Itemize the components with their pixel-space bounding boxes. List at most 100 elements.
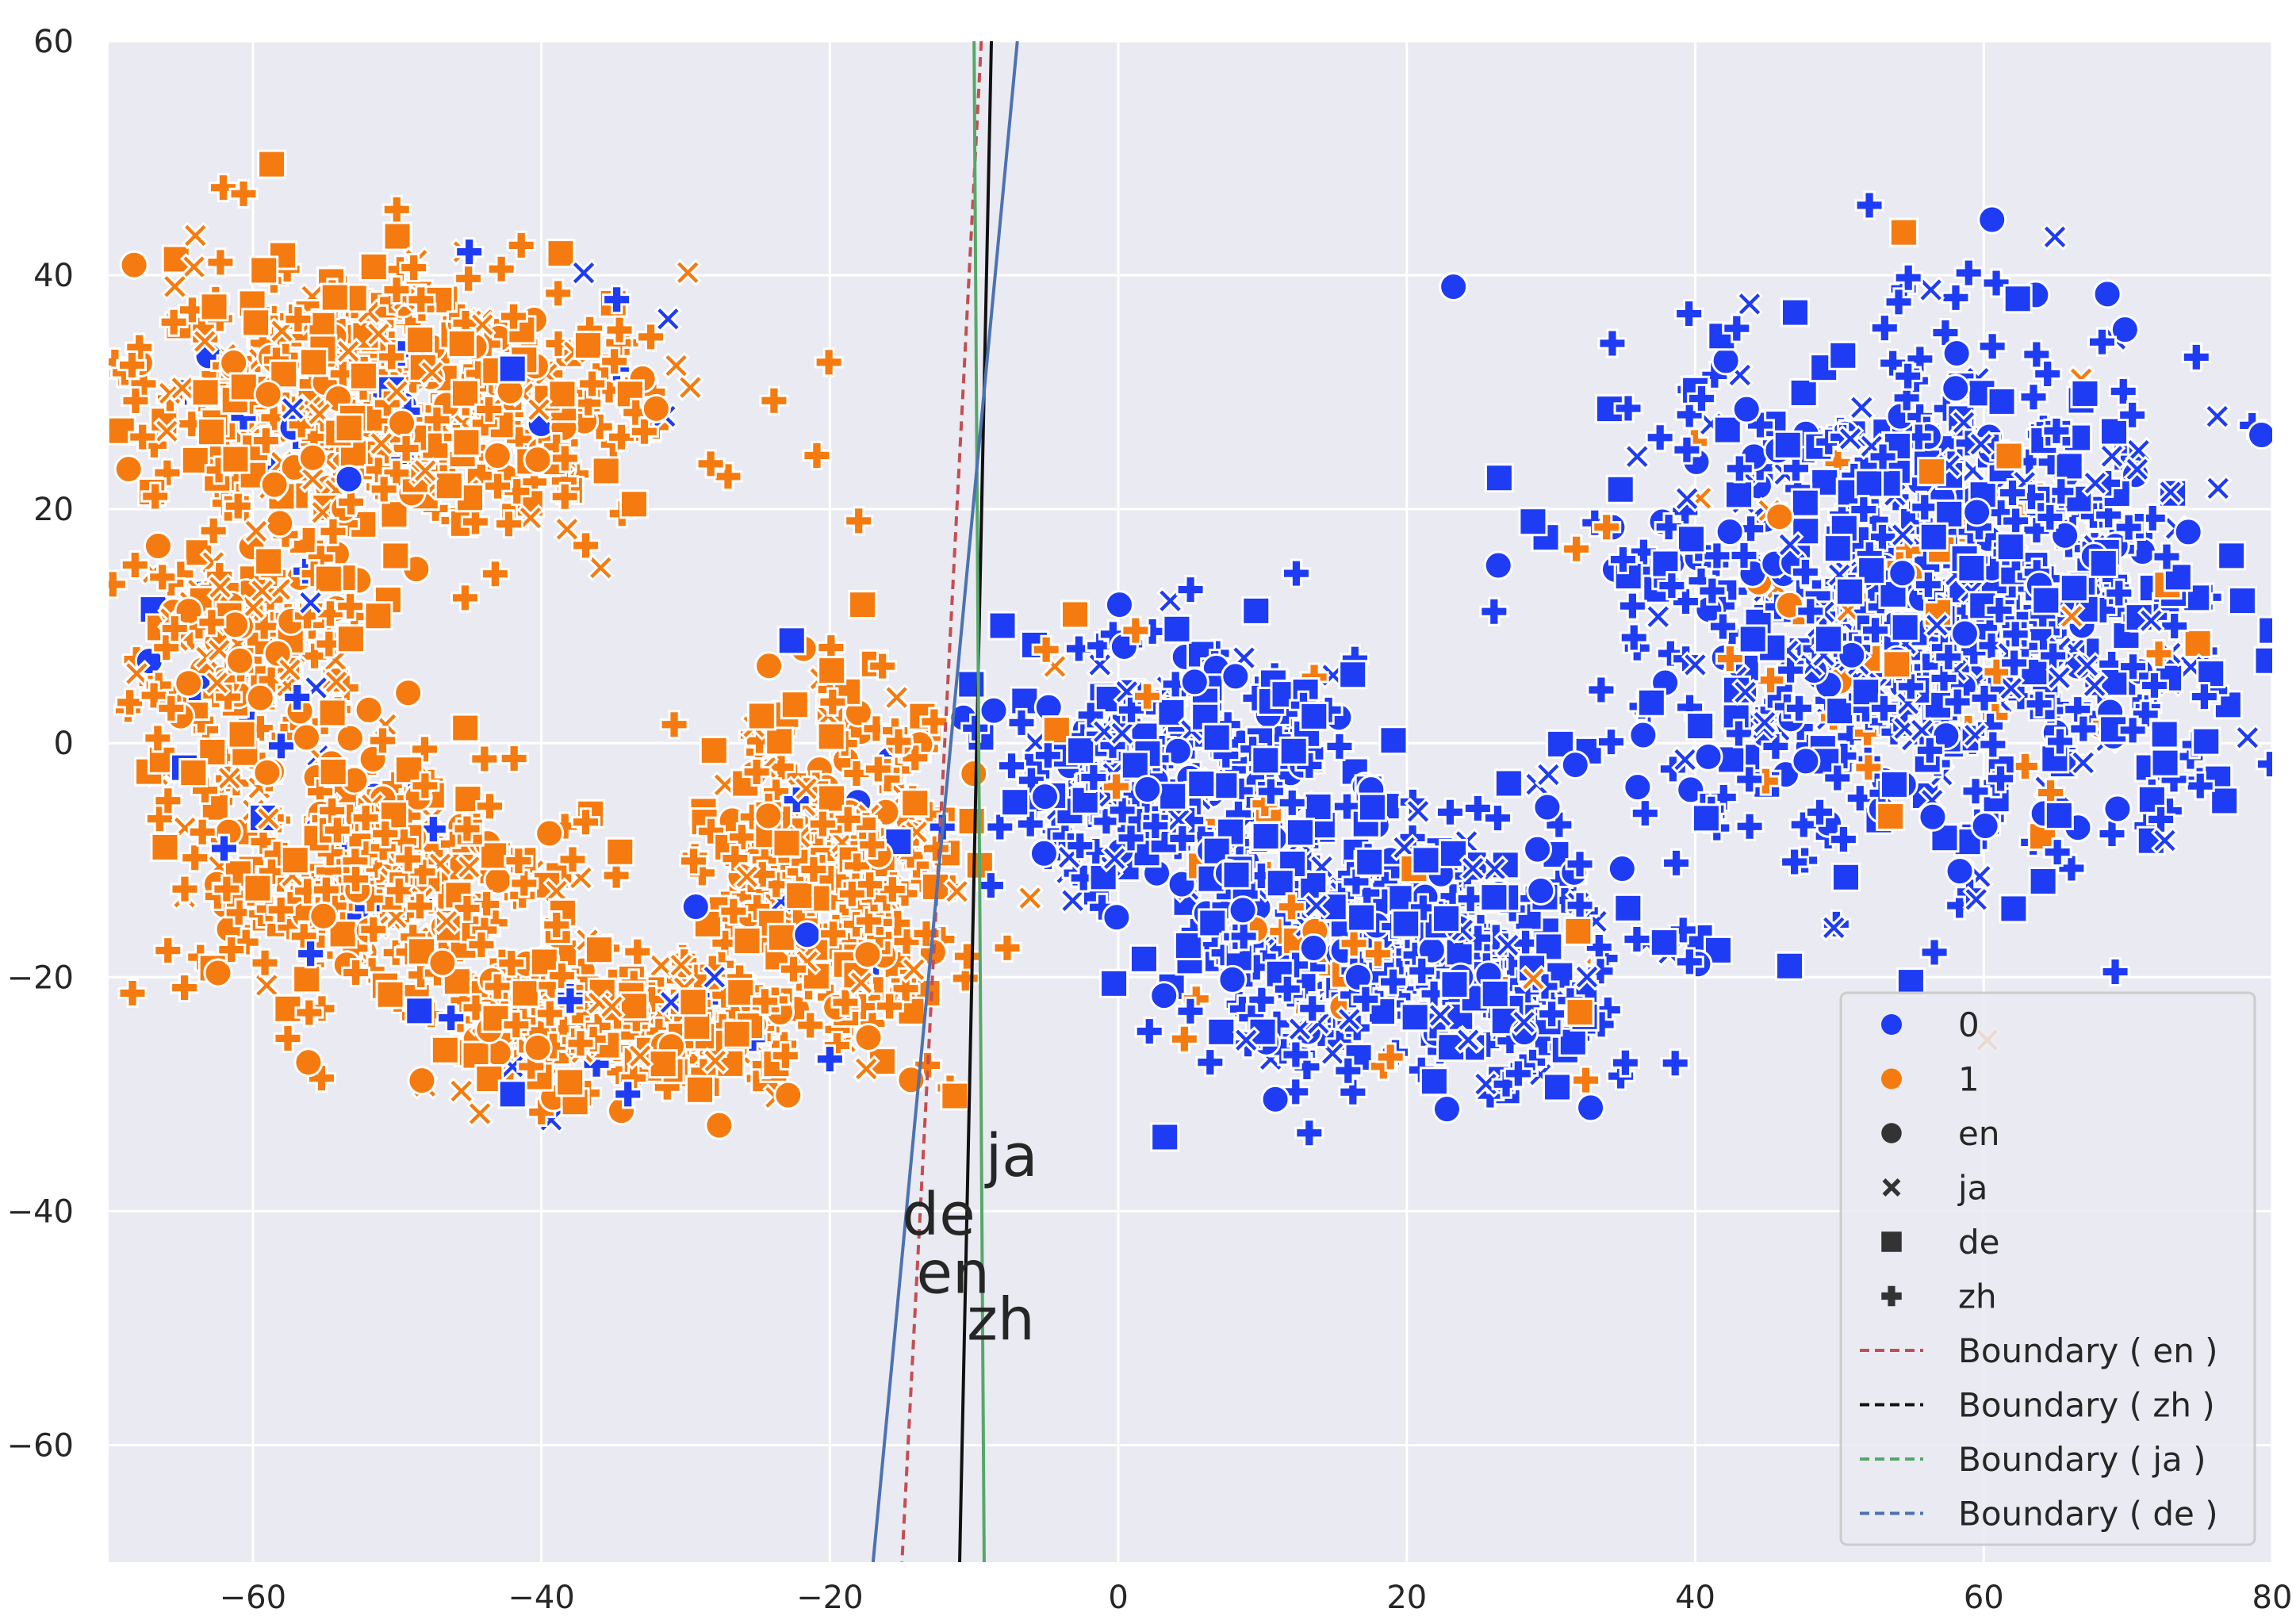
marker-de xyxy=(940,1081,970,1111)
marker-de xyxy=(1378,726,1409,756)
marker-ja xyxy=(2156,478,2185,507)
marker-zh xyxy=(498,301,528,331)
marker-de xyxy=(2191,726,2221,756)
marker-zh xyxy=(719,896,749,926)
marker-zh xyxy=(156,693,186,723)
legend-marker-circle xyxy=(1881,1123,1902,1143)
marker-zh xyxy=(1853,753,1884,783)
marker-en xyxy=(641,393,671,423)
marker-de xyxy=(1773,430,1803,460)
marker-zh xyxy=(565,1028,596,1059)
marker-ja xyxy=(382,377,411,406)
marker-ja xyxy=(1671,745,1700,774)
marker-zh xyxy=(143,723,173,753)
marker-zh xyxy=(286,410,316,440)
marker-ja xyxy=(1100,844,1129,873)
marker-de xyxy=(619,489,649,519)
marker-de xyxy=(699,735,729,765)
marker-ja xyxy=(367,429,396,458)
marker-en xyxy=(387,408,417,439)
marker-zh xyxy=(913,1050,943,1080)
marker-zh xyxy=(1869,693,1899,723)
marker-zh xyxy=(853,906,884,936)
marker-zh xyxy=(863,754,893,784)
marker-zh xyxy=(1780,454,1811,484)
marker-de xyxy=(2003,284,2033,314)
marker-zh xyxy=(474,394,504,424)
marker-en xyxy=(959,759,989,789)
marker-zh xyxy=(470,744,500,774)
marker-zh xyxy=(2139,670,2169,700)
marker-zh xyxy=(159,614,190,644)
marker-zh xyxy=(381,458,412,488)
marker-ja xyxy=(2041,223,2069,251)
marker-en xyxy=(1949,619,1980,649)
marker-de xyxy=(178,757,209,787)
marker-zh xyxy=(1068,863,1098,893)
marker-de xyxy=(267,240,297,270)
marker-de xyxy=(1917,457,1947,487)
marker-zh xyxy=(1672,435,1702,465)
marker-zh xyxy=(128,422,158,452)
marker-zh xyxy=(679,846,709,876)
y-tick-label: 40 xyxy=(33,258,74,294)
marker-zh xyxy=(208,173,238,203)
marker-zh xyxy=(483,471,513,501)
marker-de xyxy=(1411,845,1441,875)
marker-zh xyxy=(1780,847,1810,877)
marker-de xyxy=(681,1011,711,1041)
marker-zh xyxy=(1998,478,2028,508)
marker-zh xyxy=(726,822,757,852)
marker-zh xyxy=(2114,512,2144,542)
marker-en xyxy=(393,678,424,708)
marker-en xyxy=(773,1080,803,1110)
marker-de xyxy=(510,979,540,1009)
marker-de xyxy=(1156,697,1186,727)
marker-zh xyxy=(493,509,523,539)
marker-zh xyxy=(504,846,534,876)
marker-zh xyxy=(212,874,242,904)
marker-zh xyxy=(1884,287,1914,317)
marker-zh xyxy=(1419,979,1449,1009)
marker-ja xyxy=(847,969,876,997)
marker-zh xyxy=(213,682,243,712)
marker-de xyxy=(1355,847,1385,877)
marker-zh xyxy=(1333,1055,1363,1086)
marker-zh xyxy=(1734,811,1765,841)
marker-zh xyxy=(399,252,429,282)
marker-ja xyxy=(1335,1005,1363,1034)
marker-zh xyxy=(170,973,200,1003)
marker-zh xyxy=(1537,999,1567,1029)
marker-de xyxy=(451,427,481,458)
marker-de xyxy=(1613,561,1643,592)
marker-ja xyxy=(525,396,554,423)
marker-de xyxy=(1493,768,1524,799)
marker-ja xyxy=(1888,521,1917,550)
marker-zh xyxy=(604,315,634,345)
marker-zh xyxy=(884,726,914,756)
marker-zh xyxy=(1729,541,1759,571)
marker-zh xyxy=(2042,837,2072,867)
marker-zh xyxy=(358,914,389,944)
marker-ja xyxy=(447,1077,476,1105)
marker-en xyxy=(1343,962,1373,992)
legend-label: Boundary ( ja ) xyxy=(1958,1440,2206,1479)
marker-zh xyxy=(1790,557,1820,587)
marker-ja xyxy=(2233,723,2262,752)
marker-de xyxy=(375,979,405,1009)
marker-zh xyxy=(2045,726,2076,756)
marker-de xyxy=(1202,836,1232,866)
marker-zh xyxy=(273,1024,303,1053)
marker-zh xyxy=(1107,795,1137,825)
marker-de xyxy=(1738,624,1768,654)
marker-de xyxy=(772,828,802,858)
marker-ja xyxy=(733,863,761,891)
marker-zh xyxy=(636,322,666,352)
marker-en xyxy=(535,818,565,848)
marker-de xyxy=(591,456,621,486)
marker-en xyxy=(259,469,289,500)
marker-de xyxy=(1347,902,1377,933)
marker-de xyxy=(1251,821,1281,852)
marker-de xyxy=(1202,722,1232,753)
marker-zh xyxy=(292,601,322,631)
